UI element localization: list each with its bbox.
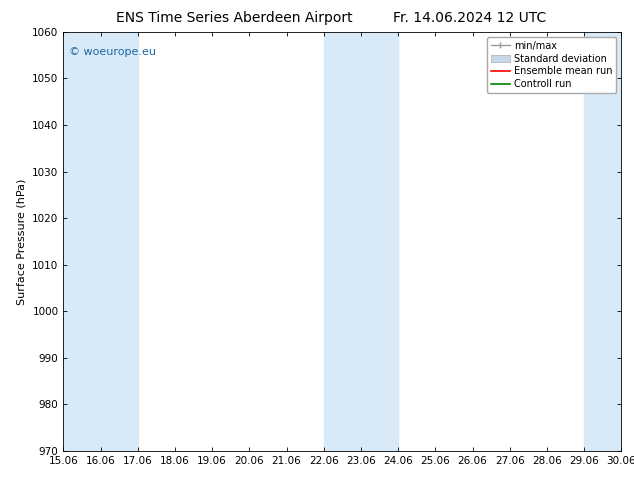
Bar [324,32,398,451]
Text: © woeurope.eu: © woeurope.eu [69,47,156,56]
Text: ENS Time Series Aberdeen Airport: ENS Time Series Aberdeen Airport [116,11,353,25]
Legend: min/max, Standard deviation, Ensemble mean run, Controll run: min/max, Standard deviation, Ensemble me… [487,37,616,93]
Bar [584,32,621,451]
Text: Fr. 14.06.2024 12 UTC: Fr. 14.06.2024 12 UTC [392,11,546,25]
Y-axis label: Surface Pressure (hPa): Surface Pressure (hPa) [16,178,27,304]
Bar [63,32,138,451]
